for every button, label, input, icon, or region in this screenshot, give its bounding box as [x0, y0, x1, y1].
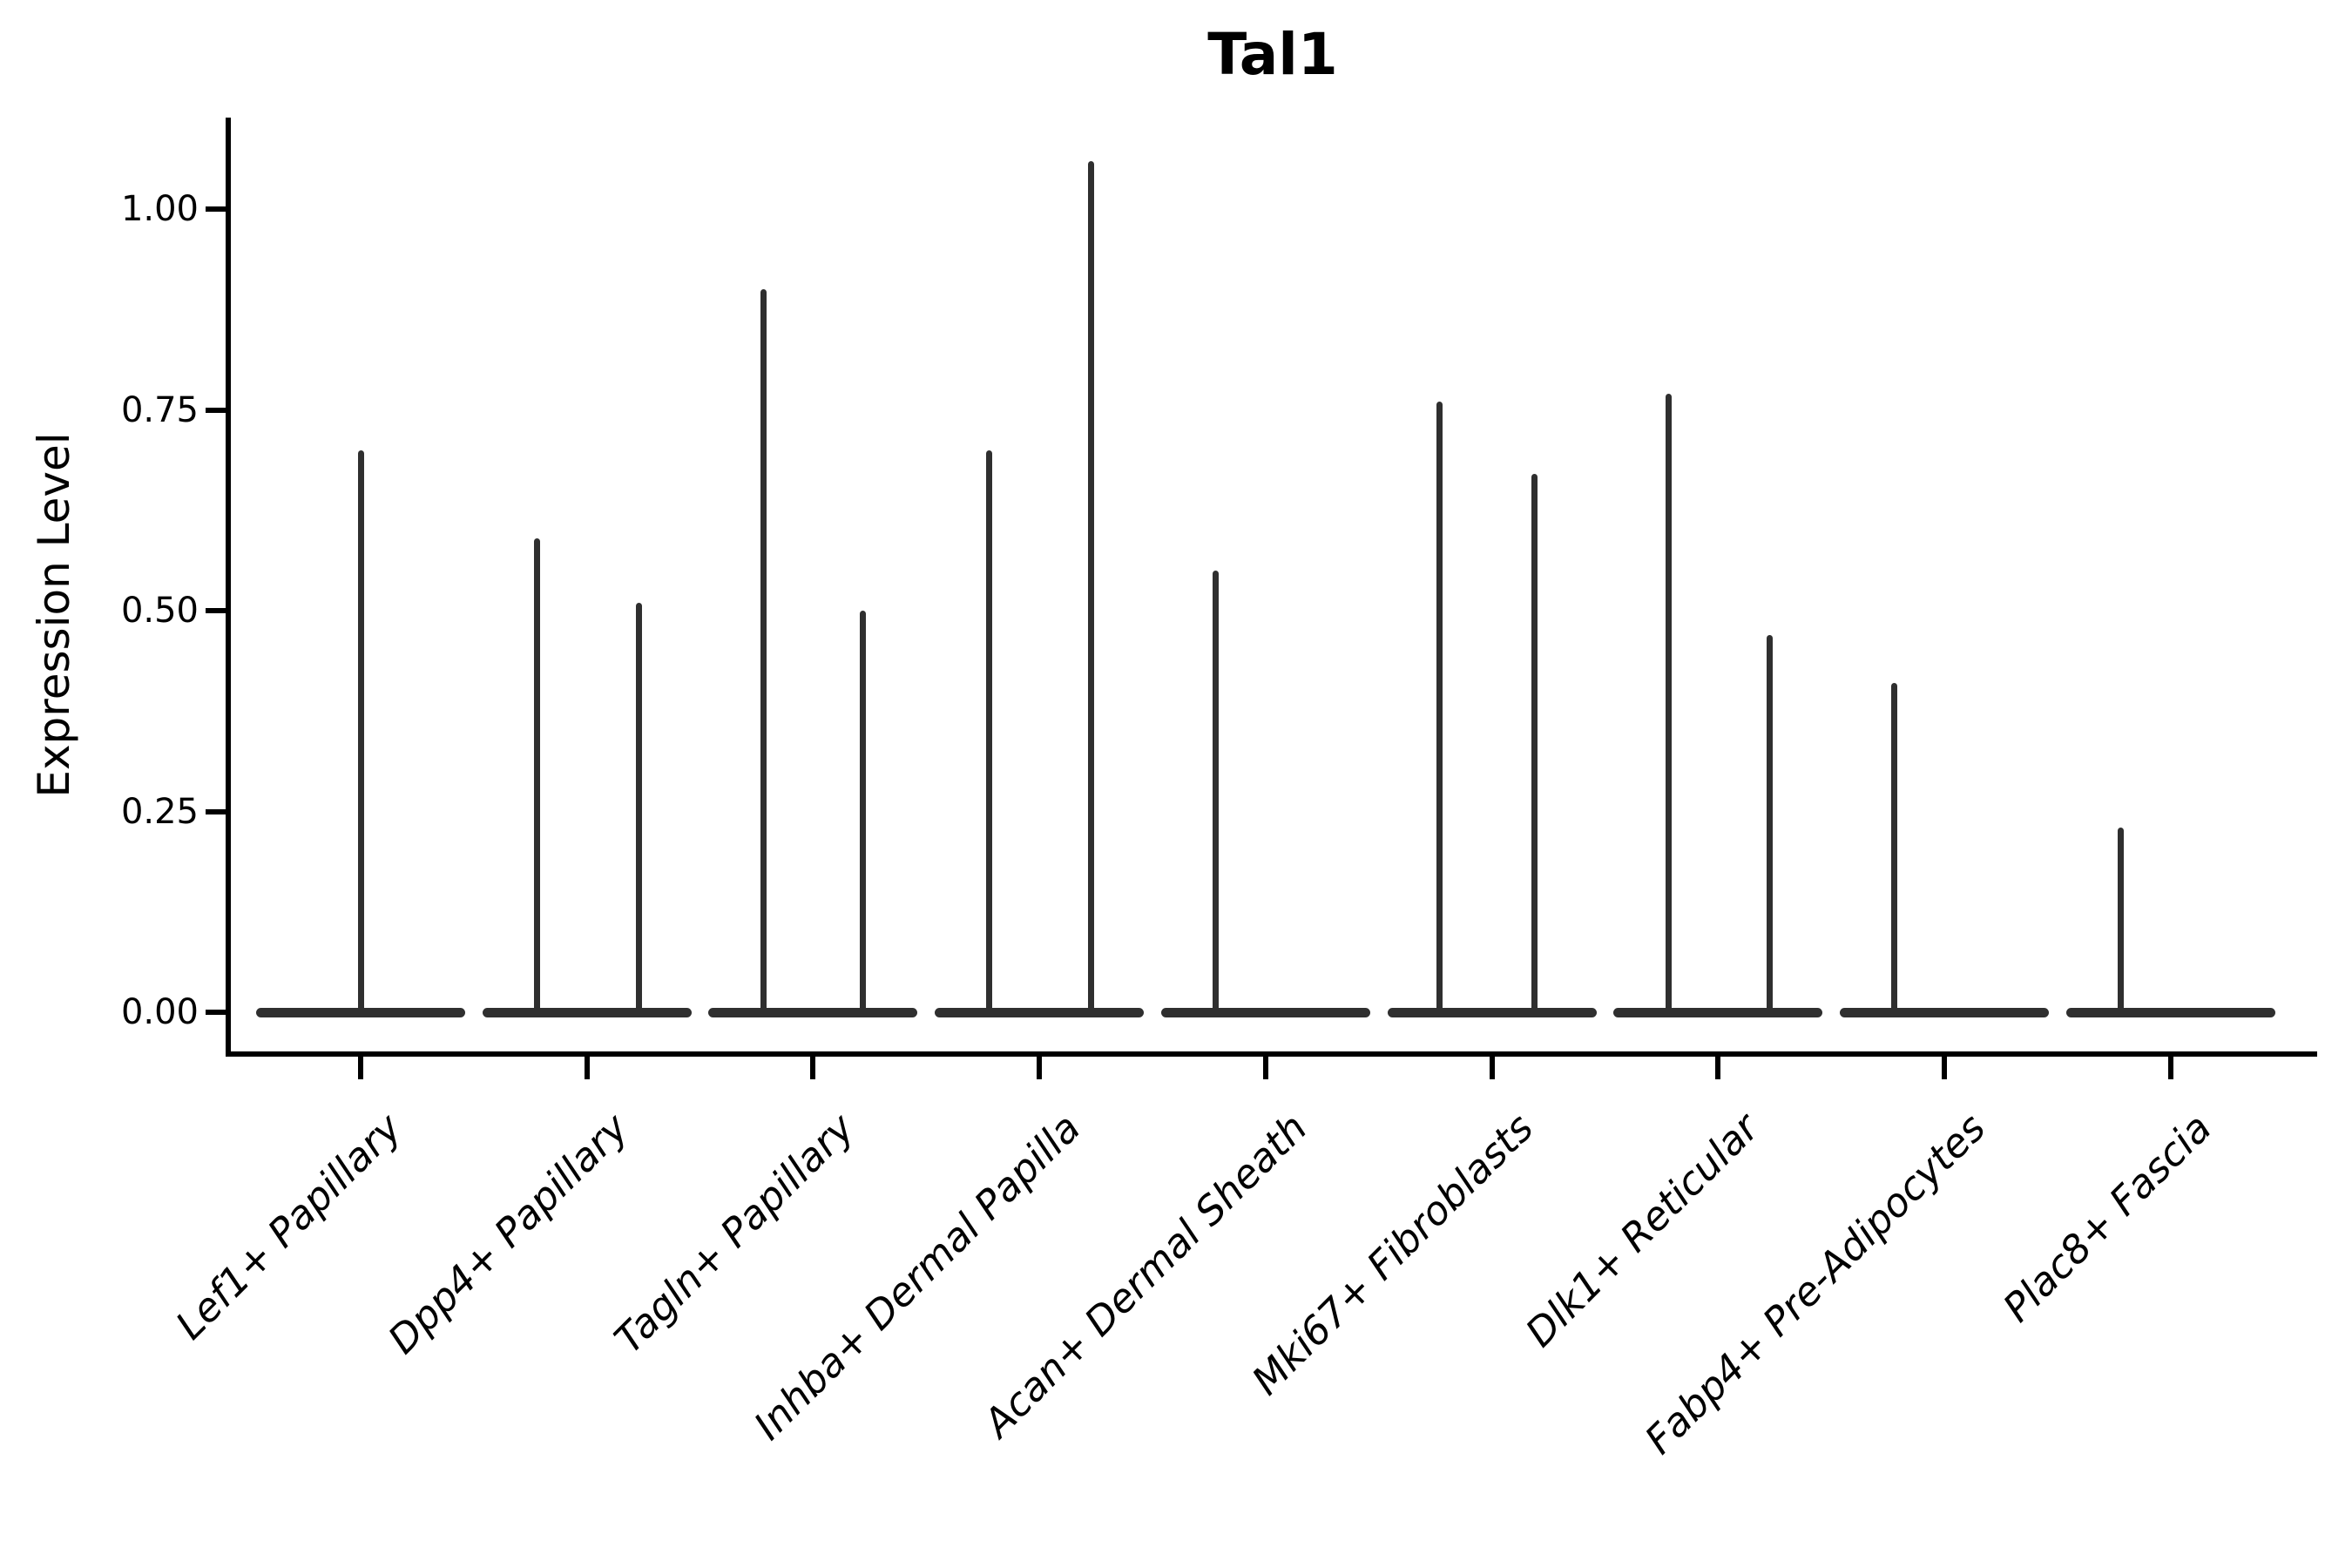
violin-base: [1160, 1007, 1370, 1017]
violin-spike: [1531, 474, 1538, 1012]
y-tick-mark: [206, 407, 228, 413]
y-tick-mark: [206, 608, 228, 613]
x-tick-label: Dlk1+ Reticular: [1517, 1105, 1768, 1356]
x-tick-label: Plac8+ Fascia: [1994, 1105, 2221, 1331]
y-tick-mark: [206, 1010, 228, 1015]
violin-base: [1613, 1007, 1823, 1017]
y-tick-label: 0.25: [120, 791, 199, 832]
violin-base: [708, 1007, 918, 1017]
x-tick-mark: [1262, 1057, 1268, 1079]
y-tick-label: 0.75: [120, 389, 199, 430]
y-tick-label: 0.50: [120, 591, 199, 631]
violin-base: [935, 1007, 1145, 1017]
violin-spike: [534, 538, 541, 1012]
violin-base: [2065, 1007, 2275, 1017]
y-tick-mark: [206, 206, 228, 212]
x-tick-label: Dpp4+ Papillary: [378, 1105, 638, 1363]
x-tick-label: Lef1+ Papillary: [166, 1105, 411, 1348]
violin-spike: [1767, 634, 1774, 1012]
x-tick-label: Tagln+ Papillary: [605, 1105, 863, 1362]
x-tick-mark: [584, 1057, 590, 1079]
violin-spike: [1665, 394, 1672, 1012]
violin-base: [1387, 1007, 1597, 1017]
violin-spike: [986, 449, 993, 1012]
y-tick-mark: [206, 808, 228, 814]
violin-spike: [860, 611, 867, 1012]
violin-spike: [2117, 827, 2124, 1012]
x-tick-mark: [358, 1057, 363, 1079]
violin-spike: [357, 449, 364, 1012]
x-tick-mark: [810, 1057, 816, 1079]
x-tick-mark: [1715, 1057, 1721, 1079]
y-axis-spine: [226, 118, 231, 1057]
violin-base: [482, 1007, 692, 1017]
y-axis-label: Expression Level: [29, 432, 79, 798]
x-tick-mark: [2167, 1057, 2173, 1079]
violin-spike: [1436, 402, 1443, 1012]
x-axis-spine: [226, 1051, 2317, 1057]
violin-spike: [760, 289, 767, 1012]
y-tick-label: 0.00: [120, 992, 199, 1032]
violin-base: [256, 1007, 465, 1017]
y-tick-label: 1.00: [120, 189, 199, 229]
x-tick-mark: [1037, 1057, 1043, 1079]
chart-title: Tal1: [1207, 21, 1338, 88]
x-tick-mark: [1941, 1057, 1947, 1079]
x-tick-mark: [1489, 1057, 1495, 1079]
violin-spike: [1213, 570, 1220, 1012]
violin-spike: [635, 602, 642, 1012]
violin-base: [1839, 1007, 2049, 1017]
violin-spike: [1088, 160, 1095, 1012]
violin-spike: [1891, 682, 1898, 1012]
